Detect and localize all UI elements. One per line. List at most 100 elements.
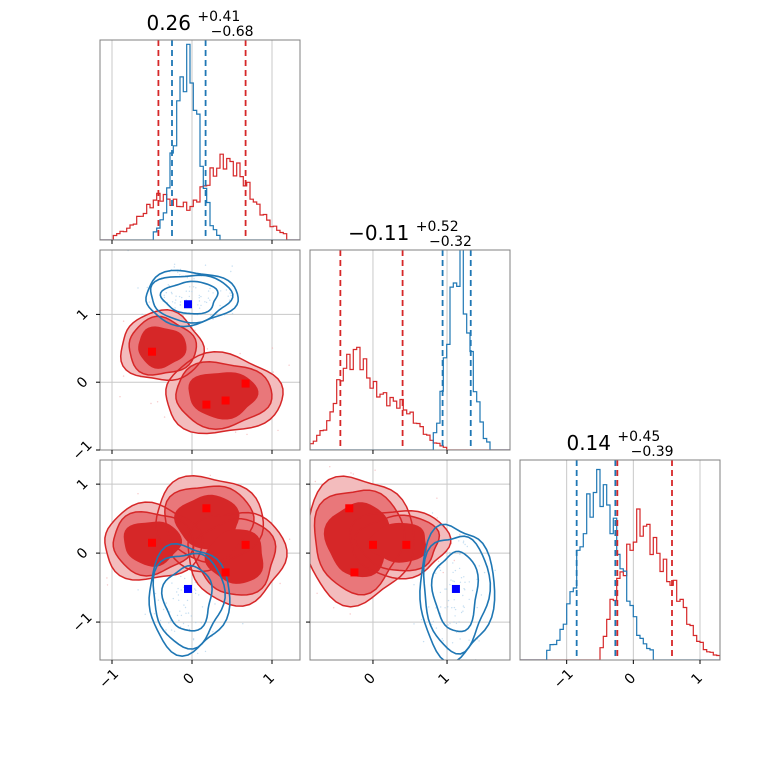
sample-point xyxy=(453,580,455,583)
sample-point xyxy=(230,270,232,273)
sample-point xyxy=(175,299,177,301)
sample-point xyxy=(439,569,442,572)
sample-point xyxy=(227,295,229,297)
sample-point xyxy=(176,591,178,593)
sample-point xyxy=(178,619,180,622)
sample-point xyxy=(180,614,183,617)
red-mode-marker xyxy=(350,568,359,577)
x-tick-label: 0 xyxy=(180,670,198,688)
sample-point xyxy=(451,642,454,644)
sample-point xyxy=(210,314,212,316)
sample-point xyxy=(214,603,216,605)
sample-point xyxy=(459,638,461,640)
blue-mode-marker xyxy=(184,300,192,309)
sample-point xyxy=(153,613,156,615)
sample-point xyxy=(476,578,478,581)
sample-point xyxy=(191,290,193,293)
sample-point xyxy=(156,401,159,403)
blue-mode-marker xyxy=(451,584,460,593)
panel-frame xyxy=(519,459,721,661)
sample-point xyxy=(452,580,454,582)
red-histogram xyxy=(520,508,720,660)
sample-point xyxy=(444,588,446,590)
sample-point xyxy=(413,584,415,586)
sample-point xyxy=(175,295,177,297)
y-tick-label: −1 xyxy=(70,438,96,464)
sample-point xyxy=(447,606,449,608)
sample-point xyxy=(179,274,181,276)
sample-point xyxy=(279,582,281,585)
x-tick-label: −1 xyxy=(551,666,577,692)
sample-point xyxy=(349,613,351,615)
red-contour-line xyxy=(112,510,194,577)
histogram-panel-0 xyxy=(100,40,300,240)
title-value-p2: 0.14 xyxy=(566,431,611,455)
sample-point xyxy=(463,576,465,578)
sample-point xyxy=(293,505,294,506)
sample-point xyxy=(462,594,464,597)
sample-point xyxy=(185,612,187,614)
sample-point xyxy=(464,589,466,591)
sample-point xyxy=(189,286,191,288)
sample-point xyxy=(449,622,451,625)
red-contour-fill xyxy=(323,502,390,578)
sample-point xyxy=(438,566,441,569)
sample-point xyxy=(455,622,458,625)
red-mode-marker xyxy=(402,540,411,549)
red-contour-line xyxy=(313,489,406,596)
sample-point xyxy=(122,375,125,377)
sample-point xyxy=(122,320,125,322)
sample-point xyxy=(413,623,415,625)
sample-point xyxy=(183,604,185,606)
sample-point xyxy=(173,263,176,265)
sample-point xyxy=(204,650,207,653)
sample-point xyxy=(316,592,318,594)
sample-point xyxy=(193,278,195,280)
title-upper-p2: +0.45 xyxy=(617,429,660,445)
sample-point xyxy=(231,265,233,267)
sample-point xyxy=(192,639,195,641)
sample-point xyxy=(468,639,470,641)
sample-point xyxy=(476,606,478,609)
blue-mode-marker xyxy=(184,584,192,593)
sample-point xyxy=(137,589,139,591)
sample-point xyxy=(148,301,151,303)
title-lower-p1: −0.32 xyxy=(429,234,472,250)
sample-point xyxy=(436,517,438,519)
sample-point xyxy=(458,567,461,570)
histogram-panel-1 xyxy=(310,250,510,450)
sample-point xyxy=(435,607,437,609)
sample-point xyxy=(209,287,211,290)
sample-point xyxy=(458,540,460,542)
sample-point xyxy=(459,533,461,536)
sample-point xyxy=(194,588,196,590)
title-lower-p2: −0.39 xyxy=(631,444,674,460)
sample-point xyxy=(422,640,425,643)
title-lower-p0: −0.68 xyxy=(211,24,254,40)
sample-point xyxy=(459,581,462,583)
sample-point xyxy=(94,551,95,552)
sample-point xyxy=(212,631,214,633)
blue-histogram xyxy=(100,43,300,240)
panel-frame xyxy=(99,249,301,451)
sample-point xyxy=(219,304,221,307)
sample-point xyxy=(157,599,160,601)
sample-point xyxy=(483,571,486,574)
sample-point xyxy=(436,497,438,499)
sample-point xyxy=(442,640,444,642)
sample-point xyxy=(144,613,146,615)
contour-panel-2-1 xyxy=(293,466,496,660)
sample-point xyxy=(453,599,455,601)
sample-point xyxy=(435,627,438,629)
red-mode-marker xyxy=(221,568,230,577)
sample-point xyxy=(463,588,465,590)
red-histogram xyxy=(100,153,300,240)
sample-point xyxy=(200,304,202,307)
sample-point xyxy=(453,606,456,609)
sample-point xyxy=(179,268,182,271)
blue-contour-line xyxy=(148,542,231,658)
blue-contour-line xyxy=(430,550,480,633)
sample-point xyxy=(460,577,463,579)
sample-point xyxy=(176,614,179,617)
